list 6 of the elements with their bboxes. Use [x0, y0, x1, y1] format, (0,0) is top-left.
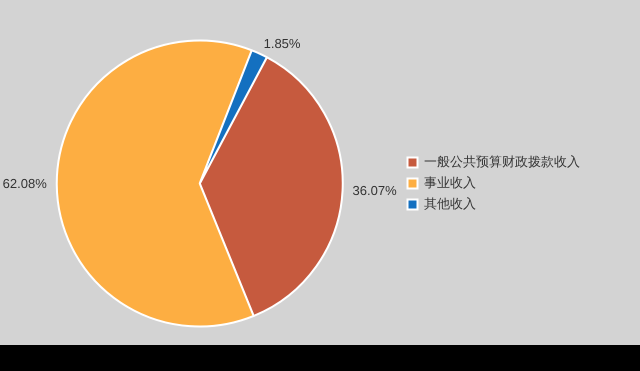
legend-label: 事业收入 — [424, 176, 476, 191]
legend-label: 一般公共预算财政拨款收入 — [424, 154, 580, 170]
legend-label: 其他收入 — [424, 196, 476, 212]
data-label: 1.85% — [264, 36, 301, 52]
data-label: 62.08% — [2, 176, 48, 192]
data-label: 36.07% — [352, 182, 398, 198]
